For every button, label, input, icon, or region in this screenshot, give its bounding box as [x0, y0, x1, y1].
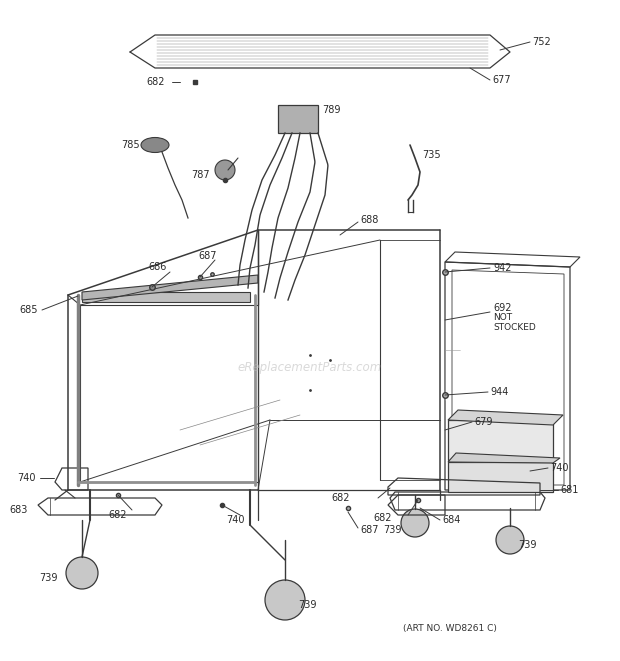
Text: eReplacementParts.com: eReplacementParts.com [238, 362, 382, 375]
Text: 687: 687 [199, 251, 217, 261]
Text: 789: 789 [322, 105, 340, 115]
Circle shape [66, 557, 98, 589]
Circle shape [215, 160, 235, 180]
Text: 681: 681 [560, 485, 578, 495]
Text: 682: 682 [332, 493, 350, 503]
Text: 752: 752 [532, 37, 551, 47]
Text: 735: 735 [422, 150, 441, 160]
Text: 687: 687 [360, 525, 378, 535]
Circle shape [496, 526, 524, 554]
Text: 942: 942 [493, 263, 512, 273]
Text: 740: 740 [550, 463, 569, 473]
Polygon shape [448, 453, 560, 463]
Text: 683: 683 [10, 505, 28, 515]
Polygon shape [82, 292, 250, 302]
Bar [448, 462, 553, 492]
Text: 677: 677 [492, 75, 511, 85]
Text: 692: 692 [493, 303, 512, 313]
Text: 740: 740 [17, 473, 36, 483]
Text: 785: 785 [122, 140, 140, 150]
Ellipse shape [141, 137, 169, 153]
Text: 684: 684 [442, 515, 461, 525]
Text: STOCKED: STOCKED [493, 323, 536, 332]
Polygon shape [82, 275, 258, 300]
Text: NOT: NOT [493, 313, 512, 323]
Polygon shape [448, 410, 563, 425]
Text: (ART NO. WD8261 C): (ART NO. WD8261 C) [403, 623, 497, 633]
Text: 944: 944 [490, 387, 508, 397]
Text: 686: 686 [149, 262, 167, 272]
Circle shape [401, 509, 429, 537]
Text: 679: 679 [474, 417, 492, 427]
Text: 739: 739 [298, 600, 316, 610]
Text: 739: 739 [384, 525, 402, 535]
Bar [448, 420, 553, 460]
Circle shape [265, 580, 305, 620]
Text: 685: 685 [19, 305, 38, 315]
Text: 739: 739 [40, 573, 58, 583]
Bar [278, 105, 318, 133]
Text: 682: 682 [108, 510, 127, 520]
Text: 682: 682 [146, 77, 165, 87]
Text: 740: 740 [226, 515, 244, 525]
Text: 787: 787 [192, 170, 210, 180]
Text: 739: 739 [518, 540, 536, 550]
Text: 682: 682 [373, 513, 392, 523]
Text: 688: 688 [360, 215, 378, 225]
